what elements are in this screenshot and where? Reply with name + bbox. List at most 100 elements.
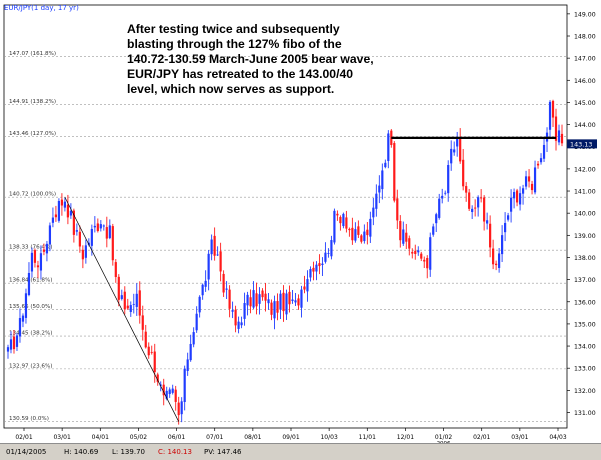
price-bar-body	[557, 130, 561, 143]
price-bar-body	[228, 289, 231, 309]
price-bar-body	[369, 218, 372, 237]
price-bar-body	[339, 217, 342, 224]
price-bar-body	[495, 263, 498, 266]
price-bar-body	[435, 214, 438, 224]
price-bar-body	[9, 339, 13, 350]
y-tick-label: 137.00	[574, 277, 596, 284]
candlestick-chart: 131.00 132.00 133.00 134.00 135.00 136.00 137.…	[3, 4, 597, 447]
price-bar-body	[174, 389, 177, 402]
fibo-level-label: 143.46 (127.0%)	[9, 131, 56, 137]
price-bar-body	[354, 229, 357, 241]
price-bar-body	[177, 402, 180, 416]
price-bar-body	[309, 269, 312, 278]
price-bar-body	[405, 232, 408, 242]
fibo-level-label: 134.45 (38.2%)	[9, 331, 53, 337]
x-tick-label: 02/01	[473, 434, 490, 441]
price-bar-body	[345, 217, 348, 229]
price-bar-body	[402, 229, 405, 244]
x-tick-label: 07/01	[206, 434, 223, 441]
price-bar-body	[393, 143, 396, 201]
price-bar-body	[273, 301, 276, 319]
price-bar-body	[42, 249, 46, 252]
price-bar-body	[480, 197, 483, 199]
price-bar-body	[144, 331, 147, 348]
price-bar-body	[477, 197, 480, 208]
price-bar-body	[426, 257, 429, 269]
x-tick-label: 09/01	[282, 434, 299, 441]
y-tick-label: 146.00	[574, 78, 596, 85]
price-bar-body	[204, 280, 207, 287]
price-bar-body	[15, 335, 19, 347]
y-tick-label: 147.00	[574, 56, 596, 63]
fibo-level-label: 136.84 (61.8%)	[9, 278, 53, 284]
status-date: 01/14/2005	[6, 448, 47, 456]
y-tick-label: 131.00	[574, 410, 596, 417]
y-tick-label: 134.00	[574, 344, 596, 351]
price-bar-body	[372, 207, 375, 218]
x-tick-label: 06/01	[168, 434, 185, 441]
price-bar-body	[408, 238, 411, 249]
price-bar-body	[135, 293, 138, 307]
price-bar-body	[276, 301, 279, 313]
price-bar-body	[150, 352, 153, 353]
price-bar-body	[348, 228, 351, 231]
price-bar-body	[81, 249, 84, 260]
price-bar-body	[54, 214, 58, 218]
price-bar-body	[327, 253, 330, 254]
price-bar-body	[246, 294, 249, 306]
price-bar-body	[300, 289, 303, 308]
price-bar-body	[378, 185, 381, 193]
price-bar-body	[291, 299, 294, 301]
price-bar-body	[524, 176, 528, 187]
price-bar-body	[159, 384, 162, 386]
y-tick-label: 148.00	[574, 34, 596, 41]
fibo-level-label: 140.72 (100.0%)	[9, 192, 56, 198]
price-bar-body	[366, 229, 369, 236]
price-bar-body	[279, 293, 282, 310]
price-bar-body	[548, 101, 552, 130]
price-bar-body	[138, 290, 141, 316]
price-marker-label: 143.13	[570, 140, 592, 148]
price-bar-body	[533, 167, 537, 193]
price-bar-body	[108, 225, 111, 239]
x-tick-label: 05/02	[130, 434, 147, 441]
x-tick-label: 03/01	[511, 434, 528, 441]
price-bar-body	[243, 303, 246, 319]
price-bar-body	[539, 158, 543, 163]
status-high: H: 140.69	[64, 448, 99, 456]
price-bar-body	[333, 210, 336, 243]
price-bar-body	[198, 296, 201, 313]
price-bar-body	[363, 231, 366, 242]
y-tick-label: 140.00	[574, 211, 596, 218]
price-bar-body	[330, 240, 333, 257]
price-bar-body	[30, 252, 34, 272]
x-tick-label: 11/01	[359, 434, 376, 441]
price-bar-body	[336, 213, 339, 216]
price-bar-body	[201, 284, 204, 296]
price-bar-body	[387, 133, 390, 161]
price-bar-body	[240, 322, 243, 326]
price-bar-body	[102, 225, 105, 227]
price-bar-body	[381, 170, 384, 190]
price-bar-body	[219, 251, 222, 272]
price-bar-body	[288, 291, 291, 305]
price-bar-body	[444, 192, 447, 194]
price-bar-body	[180, 401, 183, 415]
price-bar-body	[39, 253, 43, 271]
price-bar-body	[153, 351, 156, 373]
symbol-title: EUR/JPY(1 day, 17 yr)	[4, 4, 79, 12]
price-bar-body	[285, 293, 288, 315]
price-bar-body	[123, 291, 126, 310]
price-bar-body	[132, 303, 135, 305]
price-bar-body	[506, 215, 510, 220]
price-bar-body	[414, 250, 417, 254]
price-bar-body	[420, 253, 423, 259]
price-bar-body	[129, 305, 132, 312]
fibo-wave-line	[64, 197, 180, 422]
price-bar-body	[411, 251, 414, 254]
price-bar-body	[213, 235, 216, 256]
x-tick-label: 04/01	[92, 434, 109, 441]
price-bar-body	[75, 230, 78, 232]
price-bar-body	[183, 368, 186, 402]
